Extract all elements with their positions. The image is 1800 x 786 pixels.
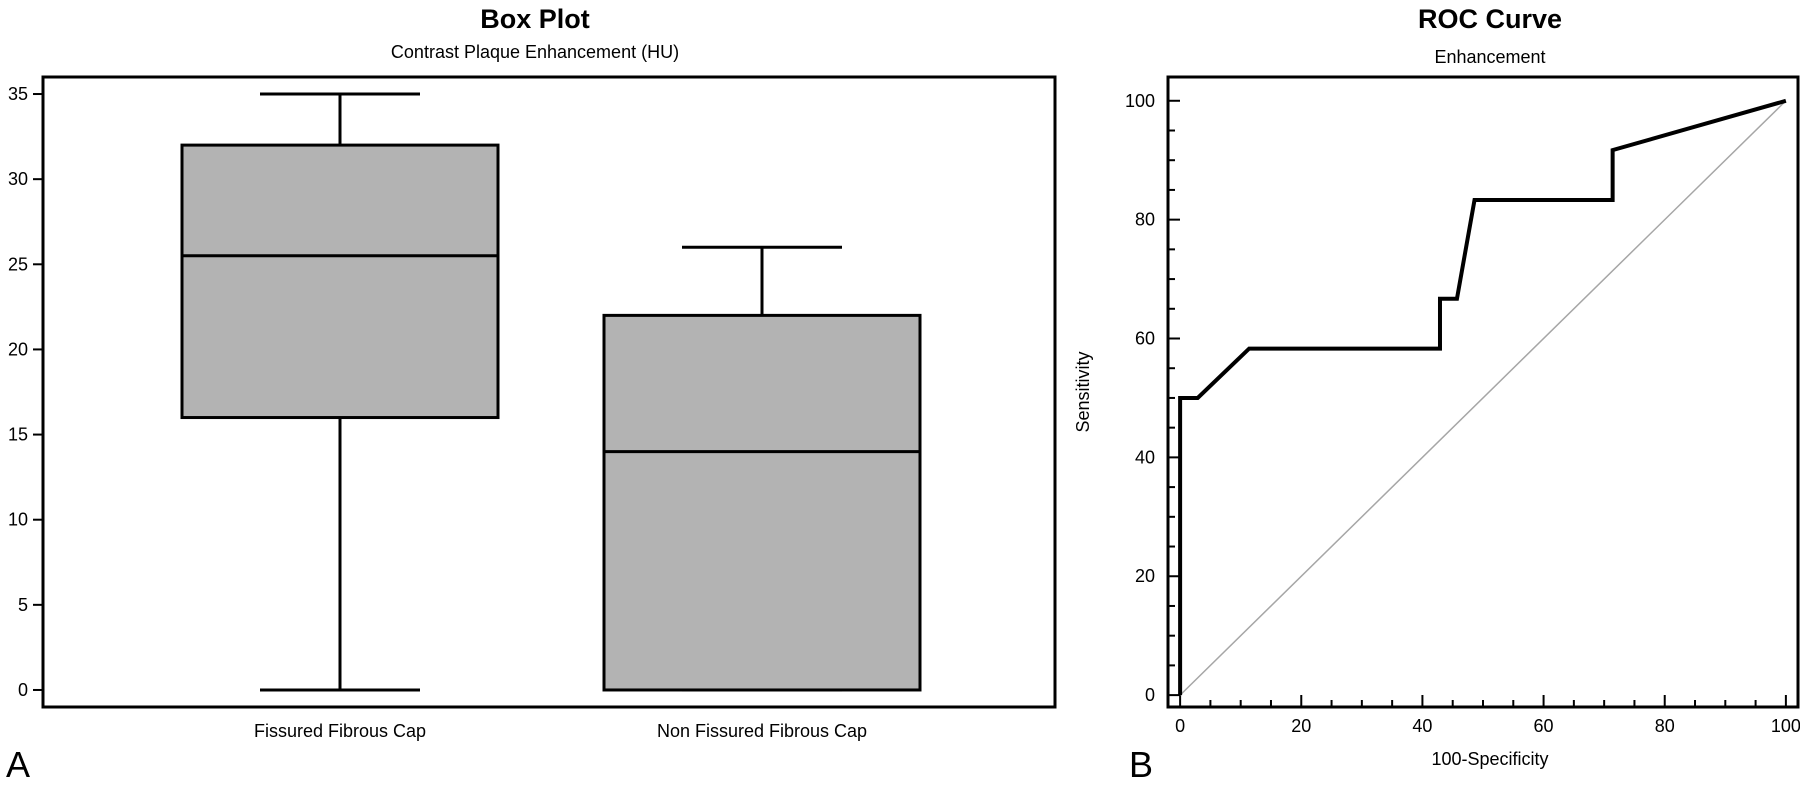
- box-fissured: [180, 92, 500, 692]
- box-plot-subtitle: Contrast Plaque Enhancement (HU): [391, 42, 679, 62]
- x-tick-label: 40: [1412, 716, 1432, 736]
- x-tick-label: 80: [1655, 716, 1675, 736]
- y-tick-label: 35: [8, 84, 28, 104]
- y-tick-label: 25: [8, 254, 28, 274]
- y-tick-label: 0: [18, 680, 28, 700]
- y-tick-label: 30: [8, 169, 28, 189]
- category-label-non-fissured: Non Fissured Fibrous Cap: [657, 721, 867, 741]
- roc-curve-line: [1178, 98, 1787, 696]
- x-tick-label: 60: [1534, 716, 1554, 736]
- panel-label-a: A: [6, 744, 30, 785]
- panel-label-b: B: [1129, 744, 1153, 785]
- y-tick-label: 15: [8, 425, 28, 445]
- x-tick-label: 20: [1291, 716, 1311, 736]
- box-plot-x-axis: Fissured Fibrous Cap Non Fissured Fibrou…: [254, 721, 867, 741]
- y-tick-label: 20: [1135, 566, 1155, 586]
- y-tick-label: 100: [1125, 91, 1155, 111]
- box-plot-title: Box Plot: [480, 4, 590, 34]
- y-tick-label: 10: [8, 510, 28, 530]
- roc-subtitle: Enhancement: [1434, 47, 1545, 67]
- roc-axes: 0 20 40 60 80 100 0 20 40 60 80 100: [1125, 91, 1800, 736]
- box-plot-frame: [41, 75, 1057, 709]
- x-tick-label: 100: [1771, 716, 1800, 736]
- category-label-fissured: Fissured Fibrous Cap: [254, 721, 426, 741]
- y-tick-label: 60: [1135, 329, 1155, 349]
- y-tick-label: 0: [1145, 685, 1155, 705]
- y-tick-label: 5: [18, 595, 28, 615]
- roc-x-axis-label: 100-Specificity: [1431, 749, 1548, 769]
- box-plot-panel: Box Plot Contrast Plaque Enhancement (HU…: [6, 4, 1057, 785]
- roc-curve-panel: ROC Curve Enhancement 0 20 40 60 80 100 0 20 40 6…: [1073, 4, 1800, 785]
- roc-y-axis-label: Sensitivity: [1073, 351, 1093, 432]
- box-non-fissured: [602, 245, 922, 692]
- roc-reference-line: [1179, 100, 1787, 696]
- roc-frame: [1166, 75, 1800, 709]
- box-plot-y-axis: 0 5 10 15 20 25 30 35: [8, 84, 43, 700]
- y-tick-label: 20: [8, 339, 28, 359]
- roc-title: ROC Curve: [1418, 4, 1562, 34]
- box-plot-boxes: [180, 92, 922, 692]
- interquartile-box: [180, 143, 500, 420]
- y-tick-label: 80: [1135, 210, 1155, 230]
- y-tick-label: 40: [1135, 447, 1155, 467]
- interquartile-box: [602, 313, 922, 692]
- x-tick-label: 0: [1175, 716, 1185, 736]
